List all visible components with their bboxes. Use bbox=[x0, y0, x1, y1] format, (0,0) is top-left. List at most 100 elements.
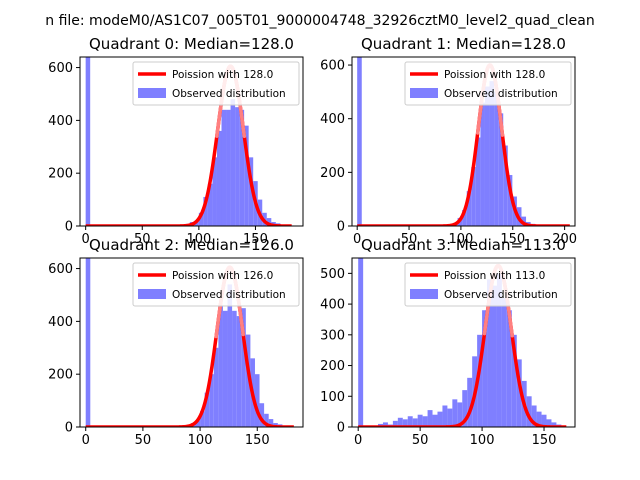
y-tick-label: 400 bbox=[48, 114, 73, 129]
legend-label-poisson: Poission with 128.0 bbox=[172, 69, 273, 81]
x-tick-label: 150 bbox=[532, 433, 557, 448]
plot-area bbox=[84, 57, 294, 226]
legend-label-observed: Observed distribution bbox=[172, 88, 286, 100]
x-tick-label: 50 bbox=[135, 433, 152, 448]
y-tick-label: 0 bbox=[65, 220, 73, 235]
histogram-bar bbox=[241, 308, 246, 427]
legend: Poission with 113.0 Observed distribution bbox=[404, 262, 572, 307]
x-tick-label: 0 bbox=[82, 433, 90, 448]
y-tick-label: 200 bbox=[48, 167, 73, 182]
histogram-bar bbox=[222, 310, 228, 427]
x-tick-label: 100 bbox=[188, 433, 213, 448]
histogram-bar bbox=[235, 107, 240, 226]
histogram-bar bbox=[203, 196, 208, 226]
x-tick-label: 0 bbox=[353, 232, 361, 247]
histogram-bar bbox=[521, 216, 527, 226]
histogram-bar bbox=[471, 166, 476, 226]
histogram-bar bbox=[227, 284, 233, 427]
histogram-bar bbox=[209, 374, 214, 427]
histogram-bar bbox=[531, 405, 537, 427]
legend-label-observed: Observed distribution bbox=[444, 289, 558, 301]
histogram-bar bbox=[475, 137, 481, 226]
axes-frame bbox=[79, 56, 304, 227]
y-tick-label: 0 bbox=[337, 421, 345, 436]
x-tick-label: 0 bbox=[354, 433, 362, 448]
y-tick-label: 600 bbox=[48, 262, 73, 277]
histogram-bar bbox=[442, 405, 448, 427]
legend-label-poisson: Poission with 128.0 bbox=[444, 69, 545, 81]
histogram-bar bbox=[407, 416, 413, 427]
histogram-bar bbox=[467, 377, 473, 427]
histogram-bar bbox=[484, 86, 490, 226]
histogram-bar bbox=[422, 416, 428, 427]
y-tick-label: 400 bbox=[320, 298, 345, 313]
legend-bar-swatch bbox=[410, 88, 438, 98]
histogram-bar bbox=[254, 374, 260, 427]
histogram-bar bbox=[198, 212, 204, 226]
legend-bar-swatch bbox=[138, 88, 166, 98]
histogram-bar bbox=[397, 417, 403, 427]
histogram-bar bbox=[207, 183, 213, 226]
y-tick-label: 600 bbox=[48, 61, 73, 76]
histogram-bar bbox=[546, 419, 552, 427]
y-tick-label: 600 bbox=[320, 59, 345, 74]
axes-frame bbox=[79, 257, 304, 428]
legend-label-observed: Observed distribution bbox=[444, 88, 558, 100]
histogram-bar bbox=[417, 414, 423, 427]
histogram-bar bbox=[392, 420, 398, 427]
histogram-bar bbox=[503, 145, 508, 226]
histogram-bar bbox=[457, 402, 463, 427]
histogram-bar bbox=[447, 408, 453, 427]
histogram-bar bbox=[507, 175, 513, 226]
histogram-bar bbox=[489, 81, 495, 226]
histogram-bar bbox=[432, 414, 438, 427]
histogram-bar bbox=[358, 258, 364, 427]
histogram-bar bbox=[268, 419, 274, 427]
histogram-bar bbox=[382, 422, 388, 427]
x-tick-label: 150 bbox=[245, 433, 270, 448]
histogram-bar bbox=[526, 396, 532, 427]
y-tick-label: 400 bbox=[320, 112, 345, 127]
legend: Poission with 126.0 Observed distribution bbox=[132, 262, 300, 307]
histogram-bar bbox=[230, 99, 236, 226]
histogram-bar bbox=[218, 305, 223, 427]
quadrant-1-axes: 0 50 100 150 200 0 200 400 600 Quadrant 1: Median… bbox=[320, 35, 577, 247]
histogram-bar bbox=[491, 285, 497, 427]
legend-box bbox=[404, 262, 572, 307]
x-tick-label: 50 bbox=[401, 232, 418, 247]
histogram-bar bbox=[85, 57, 91, 226]
axes-frame bbox=[351, 257, 576, 428]
x-tick-label: 0 bbox=[82, 232, 90, 247]
histogram-bar bbox=[498, 113, 504, 226]
y-tick-label: 100 bbox=[320, 390, 345, 405]
histogram-bar bbox=[85, 258, 91, 427]
histogram-bar bbox=[501, 297, 507, 427]
histogram-bar bbox=[200, 411, 205, 427]
histogram-bar bbox=[221, 109, 227, 226]
histogram-bar bbox=[482, 310, 488, 427]
axes-frame bbox=[351, 56, 576, 227]
histogram-bar bbox=[248, 157, 254, 226]
histogram-bar bbox=[452, 399, 458, 427]
legend-bar-swatch bbox=[410, 289, 438, 299]
poisson-curve bbox=[84, 265, 295, 427]
histogram-bar bbox=[536, 411, 542, 427]
subplot-title: Quadrant 2: Median=126.0 bbox=[89, 236, 294, 254]
legend-label-poisson: Poission with 113.0 bbox=[444, 270, 545, 282]
x-tick-label: 50 bbox=[412, 433, 429, 448]
histogram-bar bbox=[245, 334, 251, 427]
quadrant-2-axes: 0 50 100 150 0 200 400 600 Quadrant 2: Median=12… bbox=[48, 236, 304, 448]
histogram-bar bbox=[195, 420, 201, 427]
histogram-bar bbox=[216, 130, 222, 226]
quadrant-0-axes: 0 50 100 150 0 200 400 600 Quadrant 0: Median=12… bbox=[48, 35, 304, 247]
histogram-bar bbox=[402, 419, 408, 427]
histogram-bar bbox=[212, 157, 217, 226]
legend: Poission with 128.0 Observed distribution bbox=[404, 61, 572, 106]
histogram-bar bbox=[259, 403, 265, 427]
y-tick-label: 200 bbox=[48, 368, 73, 383]
y-tick-label: 0 bbox=[65, 421, 73, 436]
legend-box bbox=[404, 61, 572, 106]
histogram-bar bbox=[244, 125, 249, 226]
legend-label-poisson: Poission with 126.0 bbox=[172, 270, 273, 282]
legend-box bbox=[132, 61, 300, 106]
